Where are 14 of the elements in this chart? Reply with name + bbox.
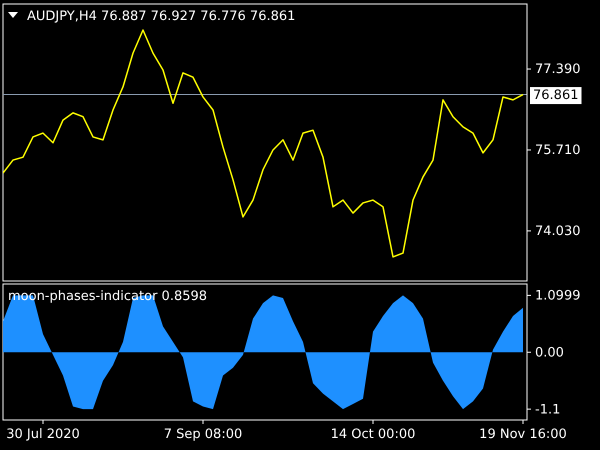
x-tick-label: 14 Oct 00:00 — [330, 427, 416, 442]
x-tick-label: 19 Nov 16:00 — [479, 427, 567, 442]
y-tick-label: 0.00 — [535, 345, 564, 360]
y-tick-label: 74.030 — [535, 224, 580, 240]
x-tick-label: 30 Jul 2020 — [6, 427, 80, 442]
line-series — [3, 29, 524, 258]
x-tick-label: 7 Sep 08:00 — [164, 427, 242, 442]
chart-title: moon-phases-indicator 0.8598 — [8, 289, 208, 304]
y-tick-label: 1.0999 — [535, 288, 580, 304]
chart-title: AUDJPY,H4 76.887 76.927 76.776 76.861 — [27, 9, 296, 24]
y-tick-label: 77.390 — [535, 62, 580, 78]
y-tick-label: 75.710 — [535, 143, 580, 158]
y-tick-label: -1.1 — [535, 402, 560, 418]
ref-line-label: 76.861 — [533, 88, 578, 104]
